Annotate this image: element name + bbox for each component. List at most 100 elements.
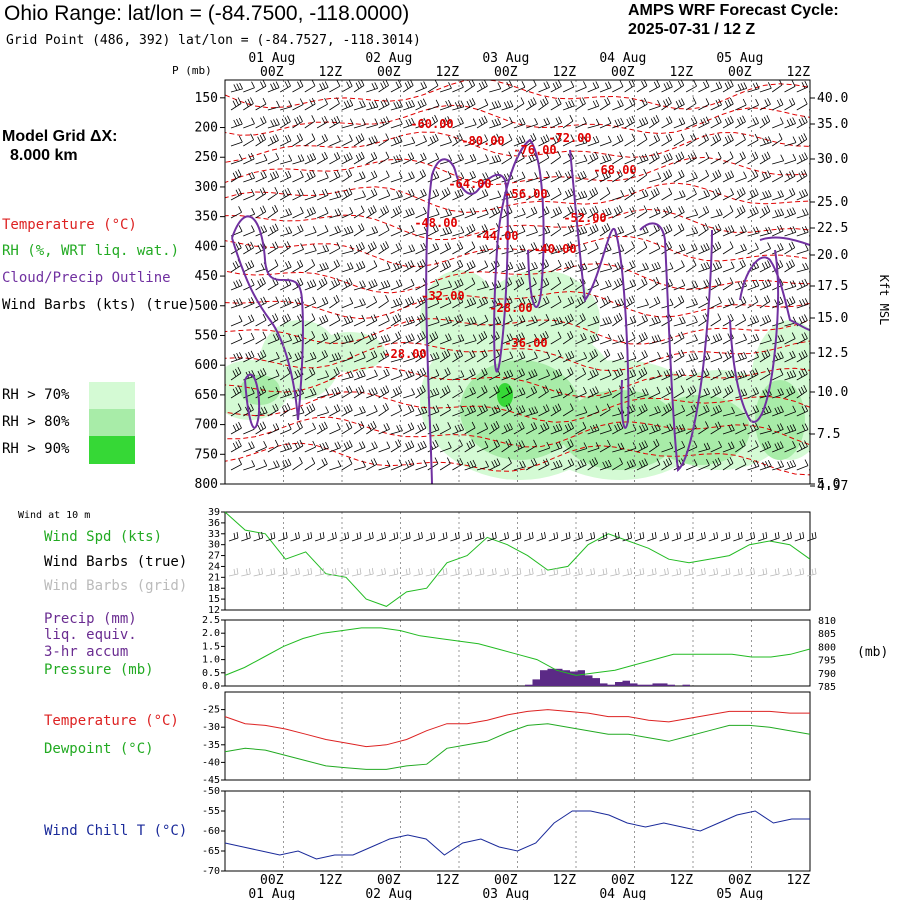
- wind-barb: [316, 171, 329, 183]
- wind-barb: [784, 259, 795, 273]
- wind-barb: [378, 133, 390, 147]
- wind-barb: [476, 80, 488, 93]
- wind-barb: [476, 314, 489, 327]
- pressure-y2-tick-label: 790: [818, 669, 836, 680]
- wind-barb: [722, 277, 734, 291]
- wind-barb: [378, 423, 390, 435]
- wind-barb-grid: [757, 567, 768, 577]
- wind-barb: [267, 386, 280, 399]
- wind-barb: [784, 226, 797, 237]
- wind-barb: [439, 296, 452, 309]
- wind-barb: [439, 187, 451, 201]
- wind-barb: [267, 259, 279, 273]
- wind-barb: [673, 190, 686, 201]
- wind-barb: [710, 98, 722, 111]
- wind-barb: [489, 405, 501, 417]
- legend-swatch-rh80: [89, 409, 135, 436]
- wind-barb: [464, 170, 476, 183]
- wind-barb: [526, 333, 538, 345]
- temperature-contour: [225, 131, 810, 163]
- wind-barb: [685, 226, 699, 237]
- y-tick-label: 12: [208, 605, 220, 616]
- wind-barb: [673, 404, 686, 417]
- wind-barb-grid: [696, 567, 706, 577]
- wind-barb: [575, 367, 587, 381]
- wind-barb: [784, 441, 796, 453]
- cloud-precip-outline: [639, 222, 713, 472]
- wind-barb: [230, 188, 242, 201]
- wind-barb: [673, 80, 685, 93]
- wind-barb-true: [401, 531, 411, 542]
- wind-barb: [538, 441, 551, 453]
- wind-barb: [316, 388, 329, 399]
- wind-barb: [476, 260, 489, 273]
- pressure-tick-label: 800: [195, 477, 218, 492]
- wind-barb: [575, 386, 587, 399]
- wind-barb: [452, 208, 465, 219]
- wind-barb: [464, 404, 476, 417]
- wind-barb: [378, 385, 390, 399]
- wind-barb: [673, 295, 685, 309]
- wind-barb: [366, 205, 377, 219]
- wind-barb: [575, 313, 586, 327]
- wind-barb: [722, 225, 735, 237]
- wind-barb: [550, 206, 562, 219]
- wind-barb-grid: [462, 567, 473, 577]
- wind-barb: [230, 82, 243, 93]
- wind-barb: [280, 351, 292, 363]
- wind-barb: [710, 421, 722, 435]
- wind-barb: [698, 223, 709, 237]
- y-tick-label: -40: [202, 757, 220, 768]
- wind-barb: [403, 422, 415, 435]
- wind-barb: [525, 80, 537, 93]
- wind-barb: [255, 133, 266, 147]
- precip-bar: [555, 668, 563, 686]
- wind-barb-grid: [499, 567, 509, 577]
- wind-barb: [771, 80, 783, 93]
- wind-barb: [255, 187, 267, 201]
- wind-barb: [415, 367, 427, 381]
- wind-barb: [649, 315, 661, 327]
- wind-barb: [353, 331, 365, 345]
- temperature-contour: [225, 182, 810, 213]
- wind-barb: [636, 298, 649, 309]
- wind-barb: [230, 385, 242, 399]
- wind-barb: [439, 171, 452, 183]
- wind-barb: [710, 351, 723, 363]
- wind-barb: [243, 81, 255, 93]
- wind-barb: [341, 334, 354, 345]
- wind-barb: [673, 169, 685, 183]
- wind-barb: [624, 97, 636, 111]
- wind-barb: [403, 404, 415, 417]
- wind-barb: [230, 332, 243, 345]
- wind-barb: [661, 133, 673, 147]
- wind-barb: [599, 333, 612, 345]
- wind-barb: [403, 388, 415, 399]
- wind-barb: [329, 208, 342, 219]
- pressure-tick-label: 400: [195, 239, 218, 254]
- wind-barb: [538, 117, 551, 129]
- legend-rh80: RH > 80%: [2, 414, 70, 430]
- pressure-tick-label: 750: [195, 447, 218, 462]
- wind-barb: [685, 459, 698, 471]
- wind-barb: [230, 169, 242, 183]
- wind-barb: [796, 278, 809, 291]
- wind-barb: [759, 367, 771, 381]
- wind-barb: [550, 441, 563, 453]
- wind-speed-line: [224, 511, 811, 607]
- precip-bar: [570, 671, 578, 686]
- wind-barb: [464, 98, 476, 111]
- y-tick-label: 30: [208, 540, 220, 551]
- wind-barbs-grid-label: Wind Barbs (grid): [44, 578, 188, 594]
- wind-barb: [329, 115, 341, 129]
- wind-barb: [513, 171, 526, 183]
- wind-barb-grid: [794, 567, 805, 577]
- wind-barb: [452, 314, 464, 327]
- temperature-contour: [225, 391, 810, 423]
- wind-barb: [562, 241, 574, 255]
- wind-barb: [698, 152, 710, 165]
- pressure-tick-label: 550: [195, 328, 218, 343]
- wind-barb-grid: [524, 567, 534, 577]
- wind-barb: [316, 332, 329, 345]
- wind-barb: [747, 279, 760, 291]
